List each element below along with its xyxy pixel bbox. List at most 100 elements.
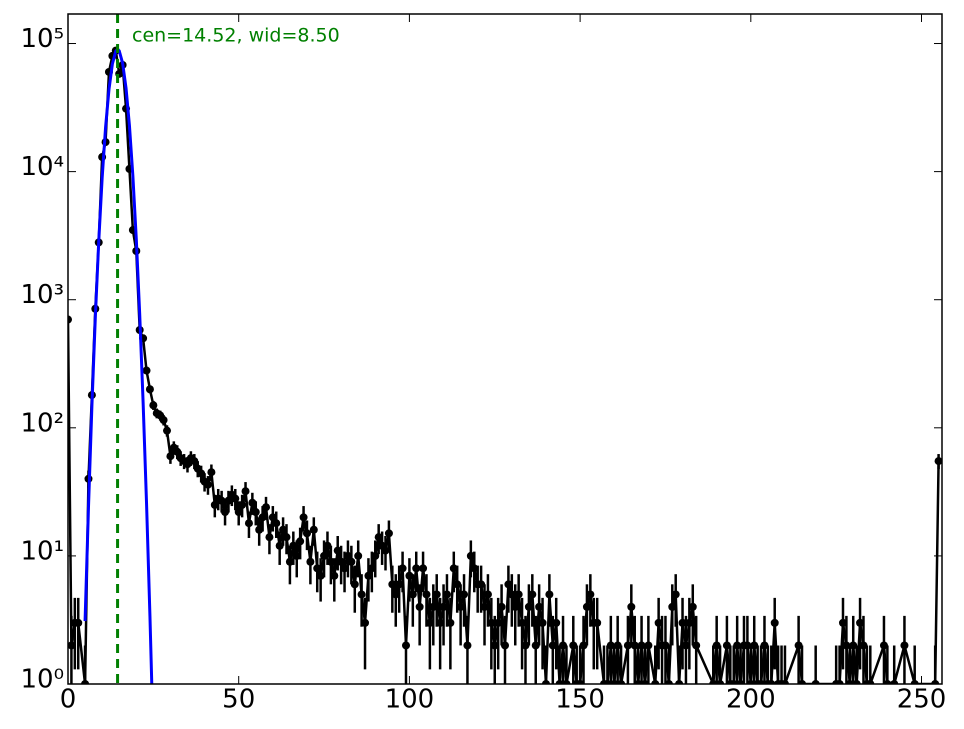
data-point [640,680,649,684]
y-tick-label: 10⁴ [20,152,64,182]
data-point [883,680,892,684]
data-point [617,680,626,684]
data-point [538,618,547,627]
data-point [630,641,639,650]
data-point [531,641,540,650]
data-point [183,460,192,469]
data-point [511,602,520,611]
data-point [203,480,212,489]
data-point [852,680,861,684]
data-point [668,602,677,611]
data-point [613,641,622,650]
data-point [634,680,643,684]
data-point [210,500,219,509]
data-point [794,641,803,650]
data-point [593,618,602,627]
data-point [343,551,352,560]
data-point [582,602,591,611]
data-point [487,618,496,627]
data-point [299,513,308,522]
y-tick-label: 10² [20,408,64,438]
data-point [559,641,568,650]
x-tick-label: 250 [897,685,947,715]
x-tick-label: 200 [726,685,776,715]
data-point [606,641,615,650]
data-point [398,564,407,573]
data-point [234,508,243,517]
data-point [197,469,206,478]
data-point [323,541,332,550]
data-point [849,641,858,650]
data-point [603,680,612,684]
data-point [651,680,660,684]
data-point [504,580,513,589]
data-point [910,680,919,684]
data-point [422,590,431,599]
data-point [401,641,410,650]
data-point [678,618,687,627]
data-point [258,513,267,522]
data-point [149,401,158,410]
data-point [931,680,940,684]
data-point [859,641,868,650]
data-point [501,641,509,650]
data-point [548,641,557,650]
data-point [664,680,673,684]
data-point [173,447,182,456]
data-point [780,680,789,684]
y-tick-label: 10⁰ [20,665,64,695]
data-point [224,496,233,505]
data-point [835,680,844,684]
data-point [68,315,72,324]
data-point [494,618,503,627]
axes-frame [67,13,943,685]
data-point [477,580,486,589]
data-point [733,641,742,650]
data-point [241,487,250,496]
data-point [866,680,875,684]
data-point [395,580,404,589]
data-point [429,602,438,611]
data-point [361,618,370,627]
data-point [722,641,731,650]
data-point [562,680,571,684]
data-point [446,618,455,627]
data-point [244,519,253,528]
data-point [262,503,271,512]
data-point [681,641,690,650]
data-point [514,590,523,599]
data-point [845,680,854,684]
plot-area [68,14,942,684]
data-point [879,641,888,650]
data-point [81,680,90,684]
data-point [415,602,424,611]
data-point [654,618,663,627]
data-point [74,618,83,627]
data-point [623,641,632,650]
data-point [743,641,752,650]
data-point [528,590,537,599]
data-point [586,590,595,599]
data-point [330,571,339,580]
data-point [842,641,851,650]
x-tick-label: 50 [222,685,255,715]
data-point [436,618,445,627]
data-point [289,541,298,550]
data-point [432,590,441,599]
data-point [770,618,779,627]
data-point [798,680,807,684]
data-point [439,602,448,611]
y-tick-label: 10⁵ [20,24,64,54]
data-point [364,571,373,580]
data-point [265,533,274,542]
data-point [163,426,172,435]
data-point [282,533,291,542]
data-point [637,641,646,650]
data-point [251,508,260,517]
data-point [760,641,769,650]
data-point [466,551,475,560]
data-point [521,641,530,650]
data-point [296,537,305,546]
data-point [384,529,393,538]
data-point [483,590,492,599]
